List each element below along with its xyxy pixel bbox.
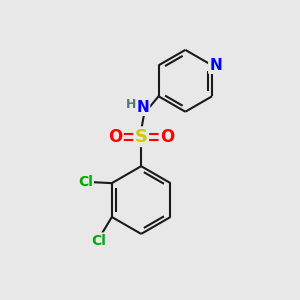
Text: N: N — [209, 58, 222, 73]
Text: N: N — [136, 100, 149, 115]
Text: O: O — [160, 128, 174, 146]
Text: O: O — [108, 128, 122, 146]
Text: S: S — [135, 128, 148, 146]
Text: H: H — [126, 98, 136, 111]
Text: Cl: Cl — [78, 175, 93, 189]
Text: Cl: Cl — [91, 233, 106, 248]
